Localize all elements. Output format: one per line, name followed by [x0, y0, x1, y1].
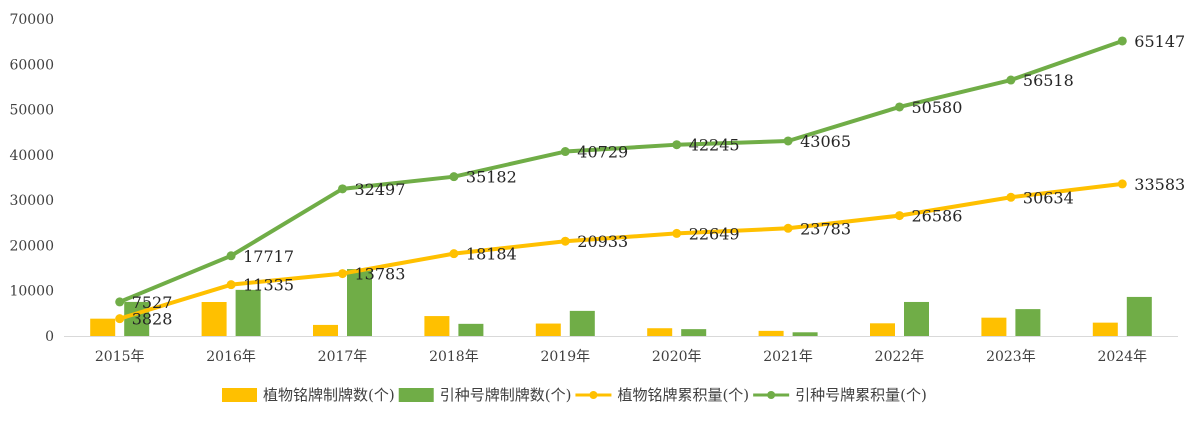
data-label: 3828: [132, 310, 173, 329]
data-point: [560, 236, 570, 246]
data-point: [1117, 179, 1127, 189]
bar: [792, 332, 818, 336]
x-tick-label: 2017年: [318, 349, 368, 365]
series-line: [117, 38, 1125, 304]
data-label: 33583: [1134, 175, 1185, 194]
bar: [981, 317, 1007, 336]
x-tick-label: 2022年: [875, 349, 925, 365]
data-label: 35182: [466, 168, 517, 187]
bar: [870, 323, 895, 336]
data-label: 11335: [243, 276, 294, 295]
data-labels: 3828 11335 13783 18184 20933 22649 23783 26586 3…: [132, 32, 1186, 329]
bars: [90, 269, 1152, 336]
x-tick-label: 2015年: [95, 349, 145, 365]
bar: [347, 269, 372, 336]
data-label: 22649: [689, 224, 740, 243]
data-label: 65147: [1134, 32, 1185, 51]
data-label: 43065: [800, 132, 851, 151]
data-point: [449, 172, 459, 182]
bar: [647, 328, 673, 336]
data-point: [338, 269, 347, 279]
bar: [681, 329, 707, 336]
bar: [1126, 296, 1152, 336]
bar: [1015, 309, 1041, 336]
data-point: [115, 297, 125, 307]
y-tick-label: 60000: [9, 57, 54, 73]
data-point: [895, 211, 904, 221]
data-point: [783, 136, 793, 146]
data-label: 18184: [466, 245, 517, 264]
data-label: 56518: [1023, 71, 1074, 90]
legend-marker: [767, 391, 776, 399]
x-tick-label: 2016年: [206, 349, 256, 365]
data-point: [449, 249, 459, 259]
data-point: [895, 102, 904, 112]
legend-marker: [589, 391, 598, 399]
y-tick-label: 10000: [9, 284, 54, 300]
bar: [201, 302, 227, 336]
legend: 植物铭牌制牌数(个) 引种号牌制牌数(个) 植物铭牌累积量(个) 引种号牌累积量(个): [222, 386, 927, 404]
data-label: 17717: [243, 247, 294, 266]
legend-label: 植物铭牌累积量(个): [617, 386, 749, 404]
data-point: [1006, 75, 1016, 85]
data-point: [560, 147, 570, 157]
x-tick-label: 2024年: [1097, 349, 1147, 365]
bar: [569, 310, 595, 336]
data-label: 13783: [355, 265, 406, 284]
x-tick-label: 2018年: [429, 349, 479, 365]
x-tick-label: 2023年: [986, 349, 1036, 365]
bar: [235, 289, 261, 336]
y-tick-label: 40000: [9, 148, 54, 164]
lines: [115, 36, 1127, 324]
data-label: 26586: [912, 207, 963, 226]
legend-swatch: [222, 388, 257, 402]
y-tick-label: 50000: [9, 103, 54, 119]
data-label: 40729: [577, 143, 628, 162]
data-point: [338, 184, 347, 194]
x-tick-label: 2020年: [652, 349, 702, 365]
data-point: [1117, 36, 1127, 46]
bar: [535, 323, 561, 336]
data-label: 30634: [1023, 188, 1074, 207]
data-point: [226, 251, 236, 261]
x-tick-label: 2021年: [763, 349, 813, 365]
y-tick-label: 30000: [9, 193, 54, 209]
bar: [758, 330, 784, 336]
axes: 0 10000 20000 30000 40000 50000 60000 70000 2015…: [9, 12, 1178, 365]
data-point: [1006, 192, 1016, 202]
data-point: [115, 314, 125, 324]
y-tick-label: 0: [45, 329, 54, 345]
data-point: [783, 223, 793, 233]
bar: [124, 301, 150, 336]
series-line: [117, 181, 1125, 321]
legend-label: 引种号牌累积量(个): [795, 386, 927, 404]
y-tick-label: 20000: [9, 238, 54, 254]
bar: [90, 318, 116, 336]
bar: [904, 301, 929, 336]
data-label: 50580: [912, 98, 963, 117]
bar: [313, 324, 338, 336]
data-label: 42245: [689, 136, 740, 155]
legend-label: 植物铭牌制牌数(个): [263, 386, 395, 404]
bar: [1092, 322, 1118, 336]
data-point: [672, 140, 682, 150]
data-label: 20933: [577, 232, 628, 251]
y-tick-label: 70000: [9, 12, 54, 28]
data-label: 23783: [800, 219, 851, 238]
data-label: 32497: [355, 180, 406, 199]
data-label: 7527: [132, 293, 173, 312]
data-point: [226, 280, 236, 290]
bar: [458, 323, 484, 336]
bar: [424, 316, 450, 336]
legend-label: 引种号牌制牌数(个): [440, 386, 572, 404]
data-point: [672, 228, 682, 238]
legend-swatch: [398, 388, 434, 402]
x-tick-label: 2019年: [540, 349, 590, 365]
